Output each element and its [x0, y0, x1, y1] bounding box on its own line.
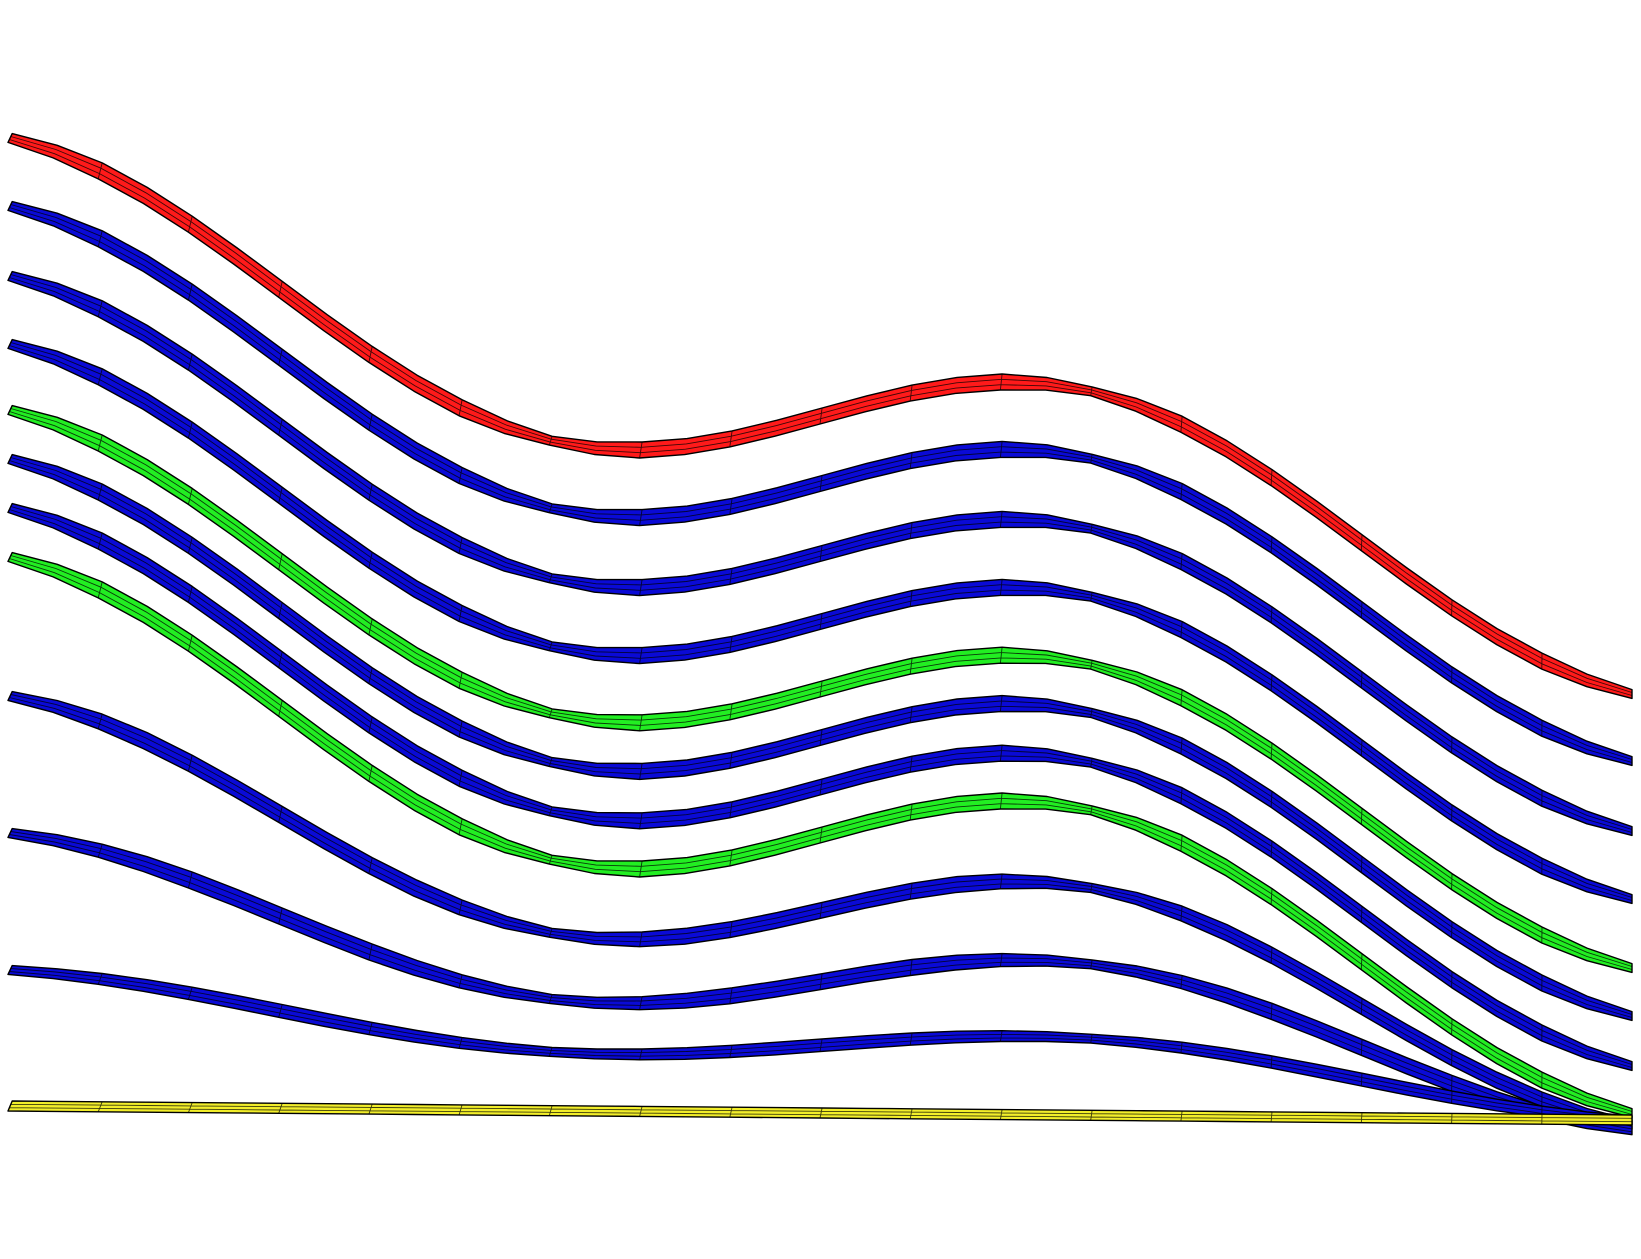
band-8-surface: [8, 552, 1632, 1118]
band-2: [7, 200, 1633, 767]
band-4-outline: [7, 338, 1633, 905]
band-12-surface: [8, 1101, 1632, 1125]
band-3-surface: [8, 271, 1632, 836]
band-6: [7, 453, 1633, 1022]
band-8-outline: [7, 551, 1633, 1119]
band-10: [7, 827, 1633, 1136]
band-3-outline: [7, 270, 1633, 837]
band-4: [7, 338, 1633, 905]
band-10-surface: [8, 828, 1632, 1135]
band-2-surface: [8, 201, 1632, 766]
band-6-outline: [7, 453, 1633, 1022]
band-1-outline: [7, 132, 1633, 700]
band-5: [7, 404, 1633, 974]
band-3: [7, 270, 1633, 837]
band-4-surface: [8, 339, 1632, 904]
band-6-surface: [8, 454, 1632, 1021]
band-2-outline: [7, 200, 1633, 767]
band-5-surface: [8, 405, 1632, 973]
band-7-outline: [7, 502, 1633, 1072]
band-10-outline: [7, 827, 1633, 1136]
band-12: [7, 1100, 1633, 1126]
band-11-surface: [8, 965, 1632, 1125]
band-7: [7, 502, 1633, 1072]
band-8: [7, 551, 1633, 1119]
band-5-outline: [7, 404, 1633, 974]
band-7-surface: [8, 503, 1632, 1071]
band-1-surface: [8, 133, 1632, 699]
band-1: [7, 132, 1633, 700]
band-12-outline: [7, 1100, 1633, 1126]
bands-layer: [7, 132, 1633, 1136]
band-9-surface: [8, 691, 1632, 1130]
